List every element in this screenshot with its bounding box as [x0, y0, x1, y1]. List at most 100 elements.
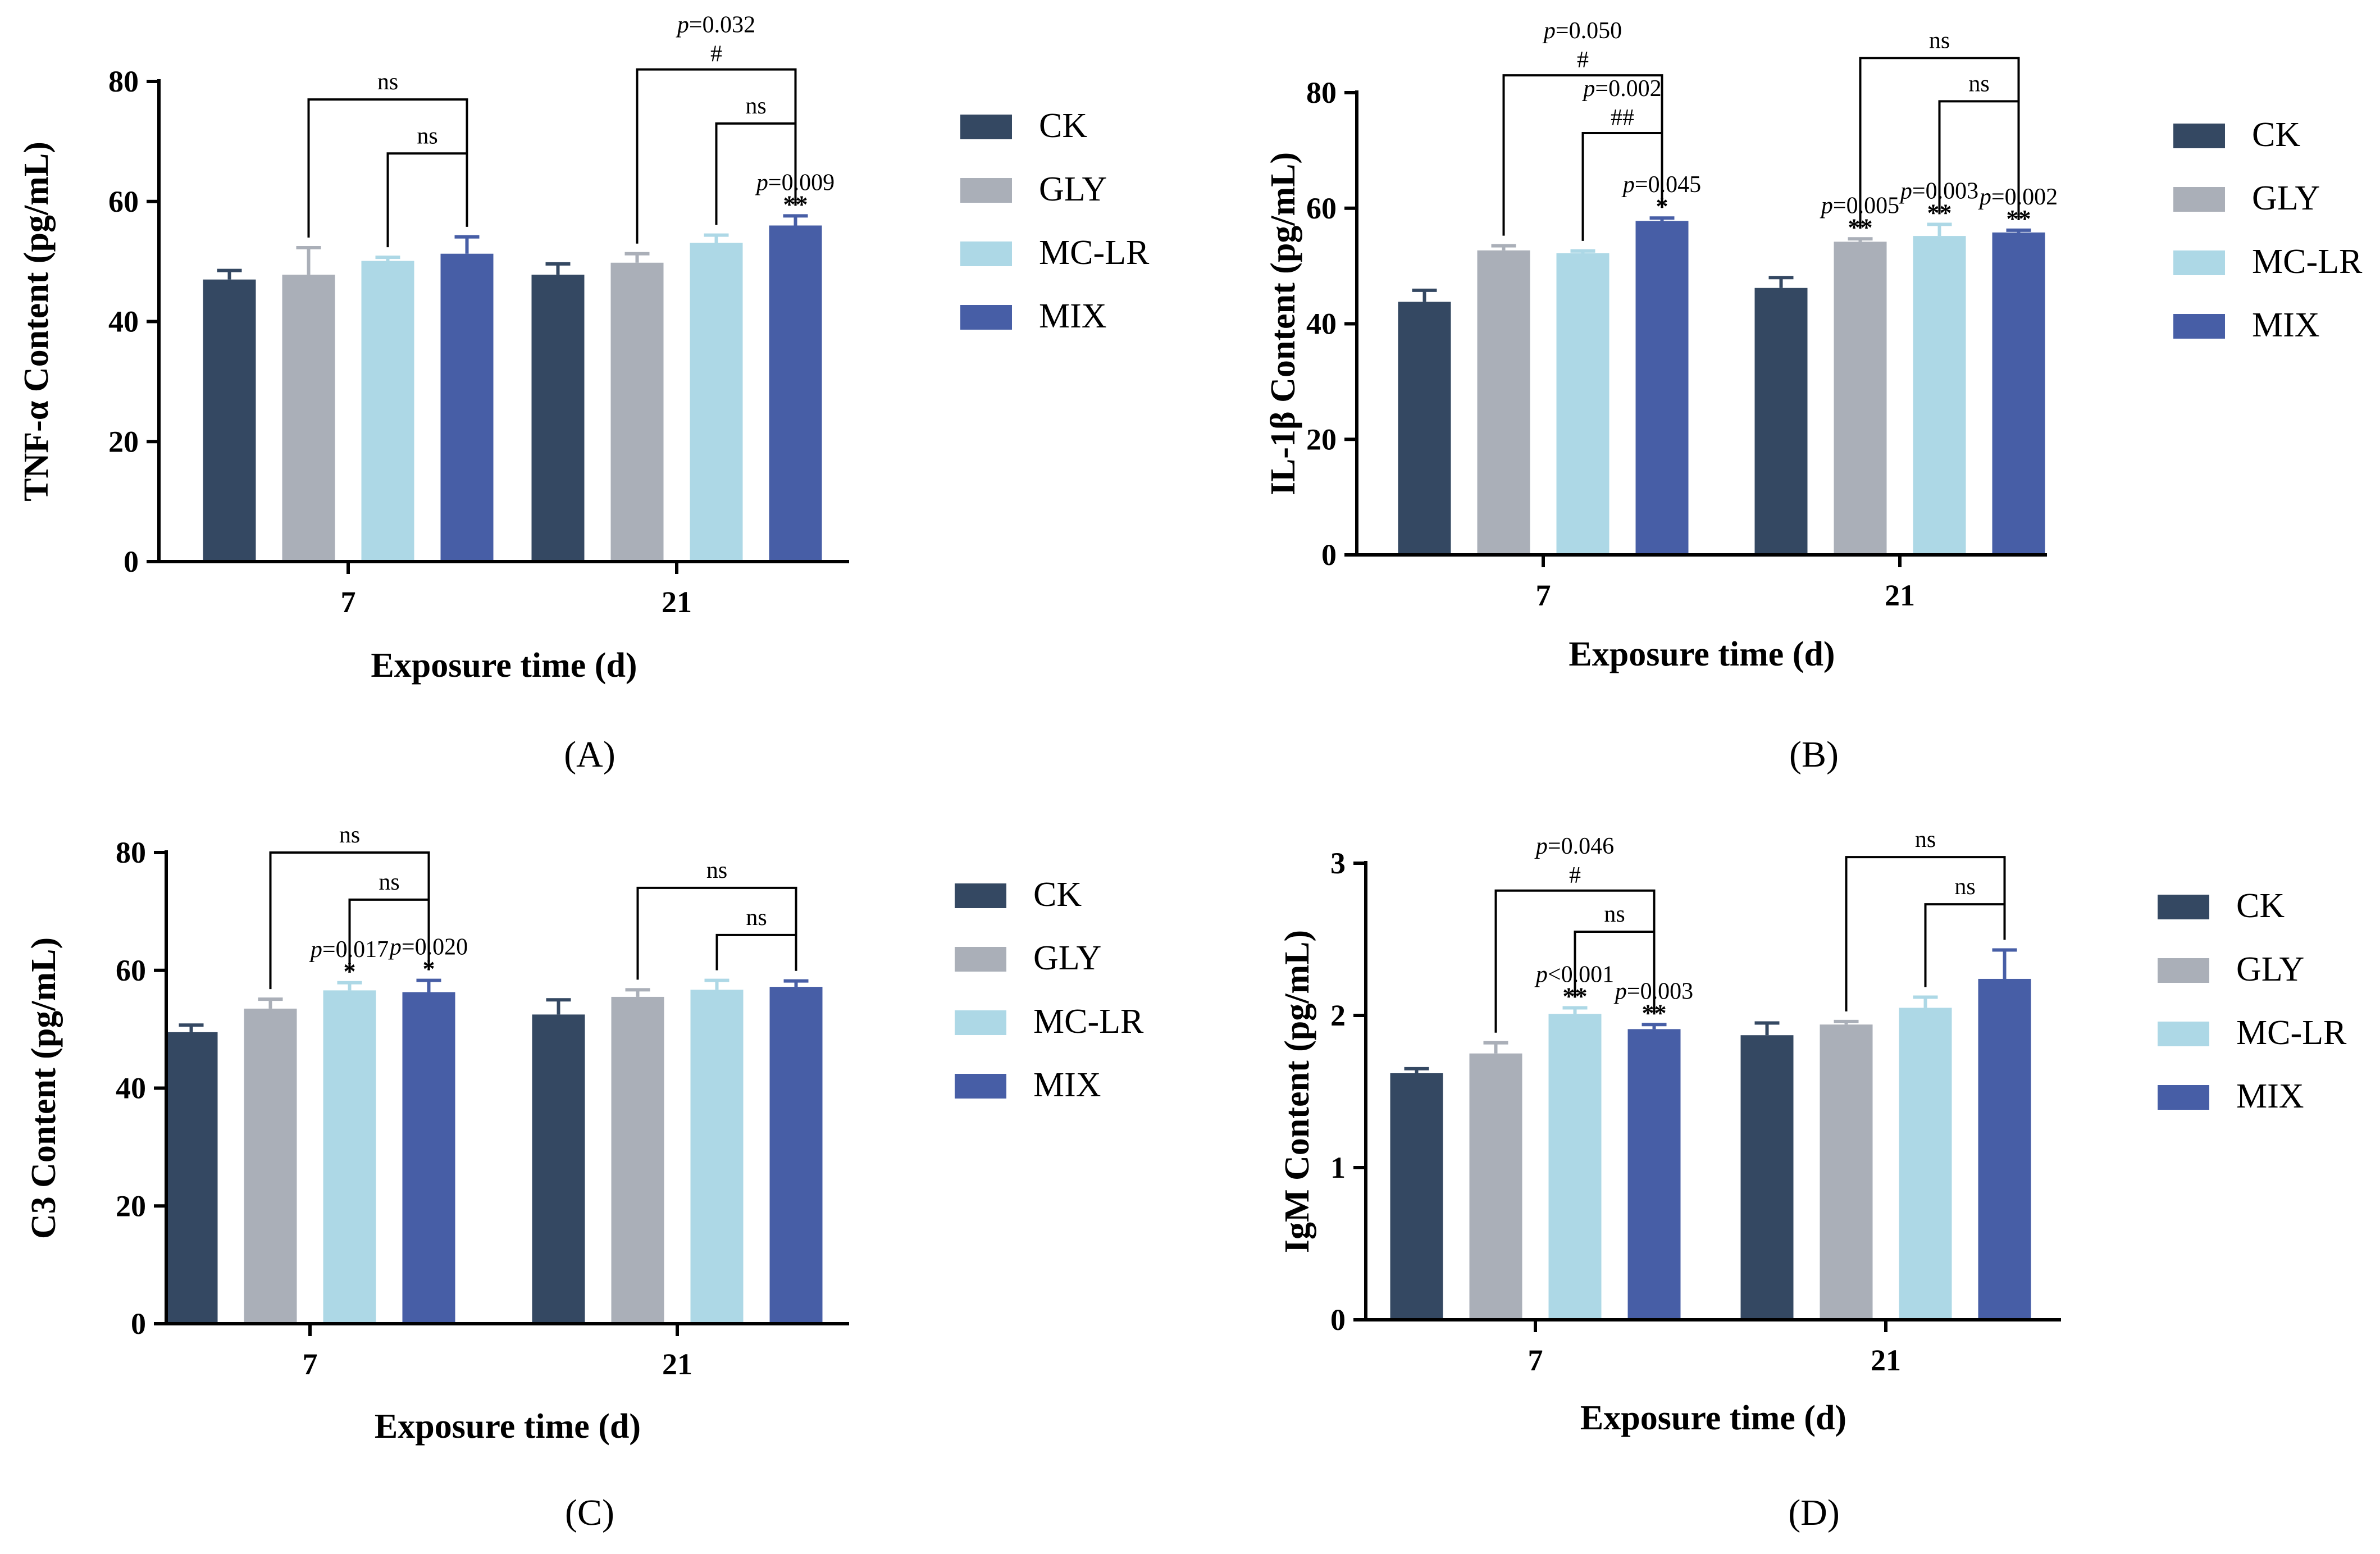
bracket-label-ns: ns: [1929, 28, 1950, 53]
legend-label-ck: CK: [2236, 887, 2285, 925]
bar-pvalue: p<0.001: [1534, 961, 1614, 987]
bar-ck-21: [1740, 1035, 1794, 1320]
y-tick-label: 80: [108, 65, 139, 98]
significance-bracket: [1581, 132, 1663, 241]
significance-bracket: [715, 933, 797, 971]
y-tick-label: 20: [116, 1189, 146, 1223]
bracket-label-ns: ns: [377, 69, 398, 95]
y-tick-label: 2: [1330, 999, 1346, 1032]
legend-label-mix: MIX: [1033, 1066, 1101, 1104]
legend-label-gly: GLY: [2236, 950, 2304, 988]
legend-swatch-mix: [2158, 1085, 2209, 1110]
y-tick-label: 40: [116, 1072, 146, 1105]
significance-bracket: [348, 898, 430, 973]
bar-mix-7: [440, 253, 494, 562]
panel-label: (B): [1789, 734, 1839, 775]
bar-ck-21: [532, 1014, 585, 1324]
bar-ck-7: [1398, 302, 1451, 555]
x-axis-title: Exposure time (d): [371, 646, 637, 685]
x-tick-label: 21: [1885, 578, 1915, 612]
legend-swatch-ck: [2158, 895, 2209, 919]
x-tick-label: 7: [1528, 1343, 1543, 1377]
significance-stars: **: [1848, 213, 1873, 241]
bar-ck-21: [1754, 288, 1808, 555]
x-tick-label: 21: [662, 1347, 692, 1381]
bracket-label-ns: ns: [1604, 901, 1625, 927]
significance-stars: **: [1927, 199, 1952, 227]
legend-swatch-mc-lr: [2173, 250, 2225, 275]
bracket-label-ns: ns: [417, 123, 437, 149]
x-tick-label: 7: [341, 585, 356, 619]
legend-label-mc-lr: MC-LR: [1039, 234, 1150, 272]
y-tick-label: 0: [1330, 1303, 1346, 1337]
panel-label: (A): [564, 734, 615, 775]
bracket-label-ns: ns: [379, 869, 399, 895]
legend-swatch-ck: [955, 883, 1006, 908]
y-axis-title: C3 Content (pg/mL): [25, 937, 63, 1239]
bracket-pvalue: p=0.002: [1581, 76, 1661, 102]
x-tick-label: 21: [662, 585, 692, 619]
significance-bracket: [1938, 100, 2020, 220]
bar-gly-7: [282, 275, 335, 562]
bar-mix-21: [1992, 232, 2045, 555]
y-tick-label: 20: [108, 425, 139, 458]
bracket-label-ns: ns: [746, 905, 767, 931]
legend-swatch-mc-lr: [955, 1010, 1006, 1035]
bracket-pvalue: p=0.046: [1534, 833, 1614, 859]
bracket-pvalue: p=0.032: [676, 12, 755, 38]
bracket-label-ns: ns: [1915, 827, 1936, 853]
bar-ck-7: [203, 279, 256, 562]
y-tick-label: 60: [116, 954, 146, 987]
significance-bracket: [715, 122, 797, 225]
bar-mix-21: [1978, 978, 2031, 1320]
y-tick-label: 40: [1306, 307, 1337, 341]
y-axis-title: IL-1β Content (pg/mL): [1264, 152, 1302, 495]
bar-mc-lr-21: [690, 243, 743, 562]
bar-pvalue: p=0.005: [1820, 193, 1899, 218]
x-tick-label: 21: [1871, 1343, 1901, 1377]
legend-swatch-mc-lr: [960, 241, 1012, 266]
x-axis-title: Exposure time (d): [1569, 635, 1835, 673]
significance-stars: **: [1642, 999, 1667, 1027]
significance-bracket: [1845, 856, 2006, 1011]
legend-swatch-mix: [960, 305, 1012, 330]
bracket-label-ns: ns: [1954, 874, 1975, 900]
y-tick-label: 80: [1306, 76, 1337, 110]
bar-mc-lr-7: [1556, 253, 1610, 555]
bar-pvalue: p=0.020: [388, 935, 468, 960]
bar-mc-lr-7: [361, 261, 414, 562]
bar-mc-lr-21: [690, 990, 744, 1324]
bar-gly-7: [244, 1008, 297, 1324]
bar-gly-7: [1477, 250, 1530, 555]
bracket-label-ns: ns: [745, 93, 766, 119]
legend-label-mc-lr: MC-LR: [1033, 1002, 1144, 1041]
bar-mix-7: [402, 992, 455, 1324]
bracket-label-hash: #: [710, 42, 722, 67]
bracket-pvalue: p=0.050: [1542, 18, 1622, 44]
legend-swatch-mix: [2173, 314, 2225, 339]
y-axis-title: TNF-α Content (pg/mL): [17, 142, 56, 502]
bar-pvalue: p=0.003: [1899, 179, 1978, 204]
legend-swatch-ck: [2173, 124, 2225, 148]
legend-label-mix: MIX: [2252, 306, 2320, 344]
legend-swatch-mc-lr: [2158, 1022, 2209, 1046]
y-axis-title: IgM Content (pg/mL): [1278, 930, 1316, 1253]
y-tick-label: 0: [124, 545, 139, 578]
bar-gly-21: [1834, 241, 1887, 555]
significance-stars: *: [423, 955, 435, 983]
bar-mc-lr-21: [1913, 236, 1966, 555]
x-axis-title: Exposure time (d): [1580, 1399, 1846, 1437]
significance-bracket: [386, 152, 468, 248]
significance-bracket: [636, 886, 797, 980]
significance-stars: *: [344, 958, 356, 985]
bar-mix-7: [1635, 221, 1689, 555]
legend-label-mc-lr: MC-LR: [2252, 243, 2363, 281]
significance-stars: *: [1656, 193, 1668, 220]
bar-mc-lr-7: [1548, 1014, 1602, 1320]
y-tick-label: 20: [1306, 422, 1337, 456]
bracket-label-ns: ns: [339, 822, 360, 848]
bar-ck-21: [531, 275, 585, 562]
bar-gly-21: [611, 996, 664, 1324]
y-tick-label: 0: [131, 1307, 146, 1341]
